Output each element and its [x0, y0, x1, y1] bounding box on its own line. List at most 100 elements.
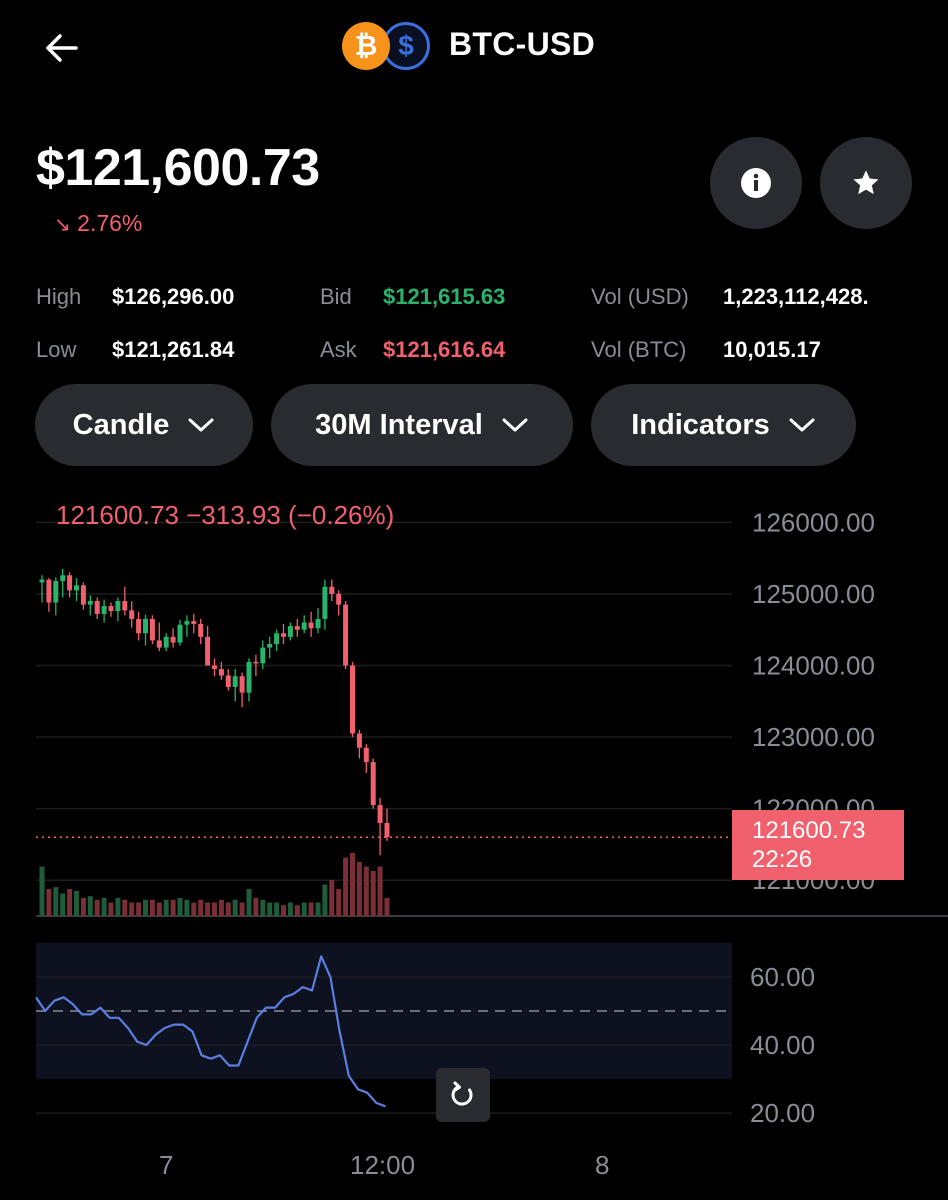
volume-bar — [156, 902, 162, 916]
candle-body — [253, 661, 259, 664]
candle-body — [274, 633, 280, 644]
volume-bar — [287, 902, 293, 916]
volume-bar — [281, 905, 286, 916]
candle-body — [267, 644, 273, 648]
current-price-tag-value: 121600.73 — [752, 817, 866, 844]
low-label: Low — [36, 337, 77, 362]
candle-body — [191, 621, 197, 624]
ohlc-readout: 121600.73 −313.93 (−0.26%) — [56, 500, 395, 530]
candle-body — [343, 604, 349, 666]
x-tick-label: 12:00 — [350, 1150, 416, 1180]
volume-bar — [260, 899, 266, 916]
candle-body — [377, 805, 383, 823]
volume-bar — [308, 902, 314, 916]
current-price-tag: 121600.73 22:26 — [732, 810, 904, 880]
candle-body — [205, 636, 211, 666]
back-arrow-icon — [46, 34, 78, 62]
volume-bar — [39, 866, 45, 916]
volume-bar — [301, 902, 307, 916]
volume-bar — [94, 899, 100, 916]
rsi-axis-label: 20.00 — [750, 1098, 815, 1128]
refresh-icon — [451, 1081, 473, 1106]
candle-body — [308, 622, 314, 629]
volume-bar — [246, 889, 252, 916]
volume-bar — [218, 899, 224, 916]
volume-bar — [356, 862, 362, 916]
candle-body — [281, 633, 286, 637]
ask-label: Ask — [320, 337, 357, 362]
candle-body — [315, 618, 321, 629]
volume-bar — [80, 898, 86, 916]
candle-body — [67, 575, 73, 591]
volume-bar — [122, 899, 128, 916]
volume-bar — [163, 899, 169, 916]
volume-bar — [225, 902, 231, 916]
candle-body — [122, 601, 128, 611]
volume-bar — [60, 893, 66, 916]
price-axis-label: 125000.00 — [752, 579, 875, 609]
volume-bar — [267, 902, 273, 916]
chart-type-label: Candle — [72, 408, 170, 441]
candle-body — [363, 747, 369, 763]
candle-body — [287, 626, 293, 637]
volume-bar — [232, 899, 238, 916]
candle-body — [170, 636, 176, 643]
volume-bar — [74, 890, 79, 916]
volume-bar — [294, 905, 300, 916]
chart-type-dropdown[interactable]: Candle — [35, 384, 253, 466]
candle-body — [184, 621, 190, 625]
candle-body — [370, 762, 376, 806]
chevron-down-icon — [188, 418, 214, 432]
candle-body — [232, 676, 238, 687]
volume-bar — [191, 902, 197, 916]
candle-body — [108, 606, 114, 612]
candle-body — [143, 618, 148, 634]
rsi-axis-label: 40.00 — [750, 1030, 815, 1060]
volume-bar — [129, 902, 135, 916]
reset-chart-button[interactable] — [436, 1068, 490, 1122]
page-title: BTC-USD — [449, 26, 596, 62]
volume-bar — [274, 902, 280, 916]
volume-bar — [315, 902, 321, 916]
rsi-line — [35, 955, 386, 1108]
volume-bar — [46, 889, 52, 916]
price-axis-label: 123000.00 — [752, 722, 875, 752]
candle-body — [53, 581, 59, 603]
indicators-dropdown[interactable]: Indicators — [591, 384, 856, 466]
vol-usd-label: Vol (USD) — [591, 284, 689, 309]
candle-body — [156, 640, 162, 648]
volume-bar — [53, 887, 59, 916]
vol-usd-value: 1,223,112,428. — [723, 284, 869, 309]
high-label: High — [36, 284, 82, 309]
candle-body — [129, 610, 135, 619]
volume-bar — [212, 902, 217, 916]
candle-body — [329, 586, 335, 594]
volume-bar — [67, 889, 73, 916]
back-button[interactable] — [40, 26, 84, 70]
candle-body — [212, 665, 217, 670]
candle-body — [294, 626, 300, 630]
favorite-button[interactable] — [820, 137, 912, 229]
volume-bar — [370, 871, 376, 916]
volume-bar — [336, 889, 342, 916]
candle-body — [115, 601, 121, 612]
info-button[interactable] — [710, 137, 802, 229]
candle-body — [218, 669, 224, 676]
candle-body — [94, 601, 100, 614]
volume-bar — [239, 902, 245, 916]
candle-body — [136, 618, 142, 634]
star-icon — [853, 170, 879, 195]
price-change-value: 2.76% — [77, 210, 143, 236]
candle-body — [149, 618, 155, 641]
volume-bar — [149, 899, 155, 916]
price-chart[interactable]: 126000.00125000.00124000.00123000.001220… — [0, 480, 948, 1180]
volume-bar — [343, 857, 349, 916]
vol-btc-label: Vol (BTC) — [591, 337, 687, 362]
candle-body — [336, 593, 342, 605]
interval-dropdown[interactable]: 30M Interval — [271, 384, 573, 466]
candle-body — [80, 585, 86, 605]
candle-body — [163, 636, 169, 648]
current-price: $121,600.73 — [36, 139, 320, 197]
candle-body — [246, 661, 252, 693]
low-value: $121,261.84 — [112, 337, 235, 362]
